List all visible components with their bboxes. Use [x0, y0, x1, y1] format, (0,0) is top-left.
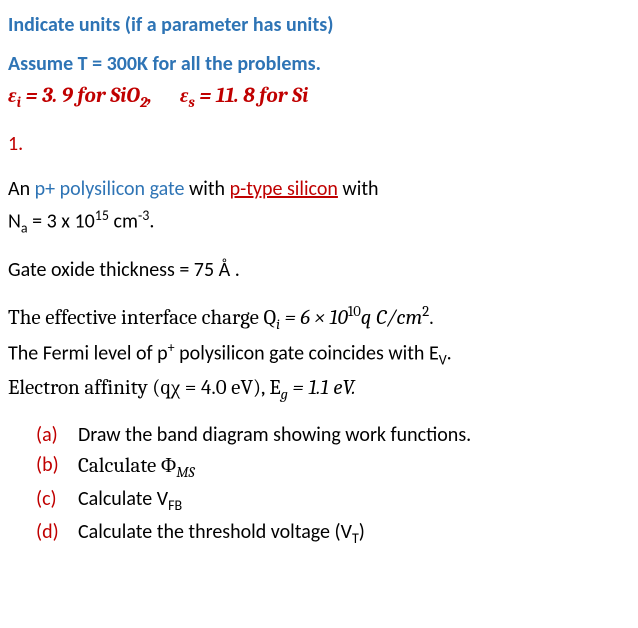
part-c-label: (c): [36, 487, 78, 514]
qi-line: The effective interface charge Qi = 6 × …: [8, 302, 630, 335]
fermi-line: The Fermi level of p+ polysilicon gate c…: [8, 339, 630, 371]
part-a-text: Draw the band diagram showing work funct…: [78, 423, 471, 447]
part-b: (b) Calculate ΦMS: [36, 453, 630, 481]
header-line2: Assume T = 300K for all the problems.: [8, 51, 630, 78]
header-line1: Indicate units (if a parameter has units…: [8, 12, 630, 39]
part-b-label: (b): [36, 453, 78, 481]
problem-number: 1.: [8, 131, 630, 158]
oxide-line: Gate oxide thickness = 75 Å .: [8, 257, 630, 284]
part-a: (a) Draw the band diagram showing work f…: [36, 423, 630, 447]
part-b-text: Calculate ΦMS: [78, 453, 195, 481]
parts-list: (a) Draw the band diagram showing work f…: [36, 423, 630, 547]
part-d: (d) Calculate the threshold voltage (VT): [36, 520, 630, 547]
part-a-label: (a): [36, 423, 78, 447]
problem-intro: An p+ polysilicon gate with p-type silic…: [8, 176, 630, 203]
na-line: Na = 3 x 1015 cm-3.: [8, 207, 630, 239]
part-c-text: Calculate VFB: [78, 487, 182, 514]
part-d-label: (d): [36, 520, 78, 547]
epsilon-line: εi = 3. 9 for SiO2,εs = 11. 8 for Si: [8, 82, 630, 113]
part-d-text: Calculate the threshold voltage (VT): [78, 520, 365, 547]
part-c: (c) Calculate VFB: [36, 487, 630, 514]
affinity-line: Electron affinity (qχ = 4.0 eV), Eg = 1.…: [8, 374, 630, 405]
